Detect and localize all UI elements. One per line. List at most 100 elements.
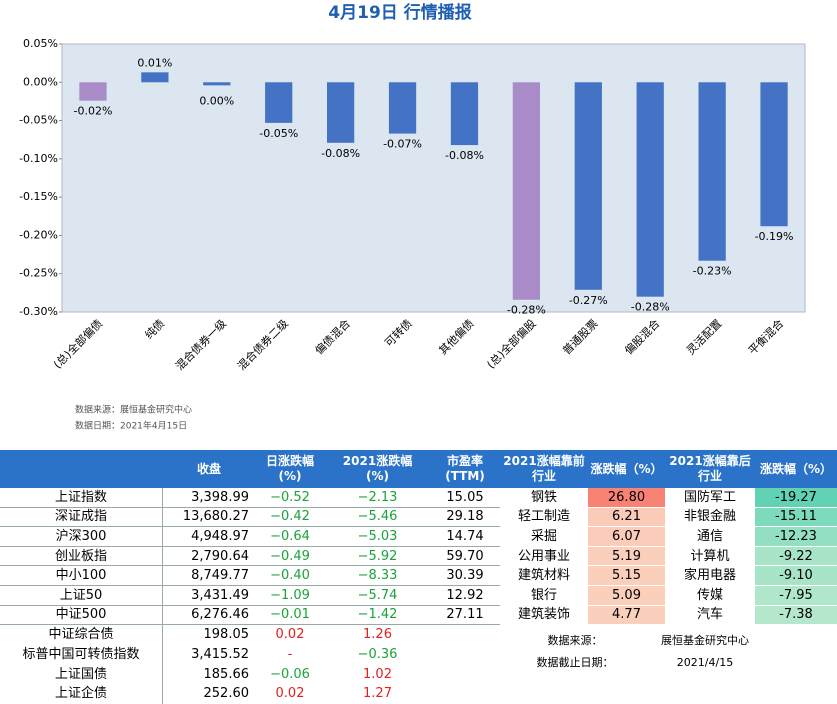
bar bbox=[698, 82, 726, 261]
bar bbox=[79, 82, 107, 101]
table-cell: 6,276.46 bbox=[163, 606, 255, 626]
x-tick-label: 平衡混合 bbox=[745, 316, 786, 357]
table-cell: -9.10 bbox=[755, 566, 837, 586]
chart-title: 4月19日 行情播报 bbox=[328, 2, 471, 23]
plot-area bbox=[61, 43, 806, 313]
row-label: 上证国债 bbox=[0, 664, 163, 684]
row-label: 创业板指 bbox=[0, 546, 163, 567]
table-cell: 12.92 bbox=[430, 586, 500, 606]
value-label: 0.01% bbox=[137, 56, 172, 69]
x-tick-label: 灵活配置 bbox=[684, 317, 724, 357]
row-label: 轻工制造 bbox=[500, 508, 588, 528]
row-label: 汽车 bbox=[665, 606, 755, 626]
table-cell: 3,415.52 bbox=[191, 647, 249, 663]
table-cell: −5.92 bbox=[325, 547, 430, 567]
table-cell: -7.38 bbox=[755, 605, 837, 626]
source-value: 展恒基金研究中心 bbox=[661, 633, 749, 647]
y-tick-label: -0.05% bbox=[19, 114, 58, 127]
table-cell: −0.49 bbox=[255, 547, 325, 567]
table-cell: −5.46 bbox=[325, 508, 430, 528]
table-cell: 13,680.27 bbox=[163, 508, 255, 528]
column-header: 涨跌幅（%） bbox=[755, 450, 837, 488]
column-header: 收盘 bbox=[163, 450, 255, 488]
bar bbox=[203, 82, 231, 86]
table-cell: 59.70 bbox=[430, 547, 500, 567]
value-label: -0.07% bbox=[383, 138, 422, 151]
table-cell: 1.26 bbox=[363, 627, 392, 643]
column-header: 2021涨幅靠后 行业 bbox=[665, 450, 755, 488]
bar bbox=[574, 82, 602, 290]
x-tick-label: 混合债券二级 bbox=[234, 316, 291, 373]
bar bbox=[327, 82, 355, 143]
bar bbox=[450, 82, 479, 146]
column-header: 2021涨跌幅 (%) bbox=[325, 450, 430, 488]
table-cell: −0.40 bbox=[255, 566, 325, 586]
bar bbox=[388, 82, 417, 134]
table-cell: - bbox=[287, 647, 293, 663]
table-cell: -12.23 bbox=[755, 527, 837, 547]
x-tick-label: 偏债混合 bbox=[312, 316, 353, 357]
table-cell: −5.03 bbox=[325, 527, 430, 547]
row-label: 建筑材料 bbox=[500, 566, 588, 586]
table-cell: 15.05 bbox=[430, 488, 500, 508]
table-cell: −0.36 bbox=[357, 647, 398, 663]
table-cell: -7.95 bbox=[755, 586, 837, 606]
bar bbox=[512, 82, 540, 300]
y-tick-label: -0.30% bbox=[19, 305, 58, 318]
table-cell: 6.21 bbox=[588, 507, 665, 528]
table-cell: 198.05 bbox=[203, 627, 250, 643]
note: 数据来源：展恒基金研究中心 bbox=[75, 404, 192, 416]
x-tick-label: 混合债券一级 bbox=[172, 316, 229, 373]
note: 数据日期：2021年4月15日 bbox=[75, 420, 187, 432]
row-label: 沪深300 bbox=[0, 527, 163, 547]
value-label: -0.02% bbox=[73, 105, 112, 118]
table-cell: −0.64 bbox=[255, 527, 325, 547]
y-tick-label: -0.20% bbox=[19, 228, 58, 241]
table-cell: 5.19 bbox=[588, 546, 665, 567]
table-cell: 1.02 bbox=[363, 666, 392, 682]
value-label: -0.08% bbox=[445, 149, 484, 162]
row-label: 建筑装饰 bbox=[500, 606, 588, 626]
x-tick-label: 其他偏债 bbox=[436, 316, 477, 357]
table-cell: 3,431.49 bbox=[163, 586, 255, 606]
row-label: 公用事业 bbox=[500, 547, 588, 567]
table-cell: −1.42 bbox=[325, 606, 430, 626]
table-cell: -9.22 bbox=[755, 546, 837, 567]
chart: 4月19日 行情播报 数据来源：展恒基金研究中心 数据日期：2021年4月15日… bbox=[19, 2, 806, 432]
table-cell: 0.02 bbox=[275, 627, 305, 643]
y-tick-label: 0.05% bbox=[23, 37, 58, 50]
table-cell: 0.02 bbox=[275, 686, 305, 702]
row-label: 上证企债 bbox=[0, 684, 163, 704]
y-tick-label: -0.25% bbox=[19, 267, 58, 280]
row-label: 银行 bbox=[500, 586, 588, 606]
table-cell: 29.18 bbox=[430, 508, 500, 528]
table-cell: 4.77 bbox=[588, 605, 665, 626]
x-tick-label: 普通股票 bbox=[560, 316, 601, 357]
table-cell: 5.15 bbox=[588, 566, 665, 586]
x-tick-label: 可转债 bbox=[382, 316, 415, 349]
table-cell: 8,749.77 bbox=[163, 566, 255, 586]
row-label: 非银金融 bbox=[665, 508, 755, 528]
table-cell: 1.27 bbox=[363, 686, 392, 702]
bar bbox=[760, 82, 788, 227]
table-cell: −5.74 bbox=[325, 586, 430, 606]
x-tick-label: (总)全部偏债 bbox=[50, 316, 105, 371]
table-cell: 252.60 bbox=[203, 686, 250, 702]
value-label: -0.08% bbox=[321, 147, 360, 160]
row-label: 国防军工 bbox=[665, 488, 755, 508]
column-header: 市盈率 (TTM) bbox=[430, 450, 500, 488]
row-label: 标普中国可转债指数 bbox=[0, 644, 163, 665]
table-cell: 14.74 bbox=[430, 527, 500, 547]
x-tick-label: 偏股混合 bbox=[621, 316, 662, 357]
row-label: 计算机 bbox=[665, 547, 755, 567]
table-cell: 26.80 bbox=[588, 488, 665, 508]
table-cell: -15.11 bbox=[755, 507, 837, 528]
table-cell: −8.33 bbox=[325, 566, 430, 586]
column-header: 2021涨幅靠前 行业 bbox=[500, 450, 588, 488]
value-label: -0.05% bbox=[259, 127, 298, 140]
table-cell: −0.06 bbox=[270, 666, 310, 682]
table-cell: 6.07 bbox=[588, 527, 665, 547]
table-cell: 185.66 bbox=[203, 666, 250, 682]
row-label: 通信 bbox=[665, 527, 755, 547]
